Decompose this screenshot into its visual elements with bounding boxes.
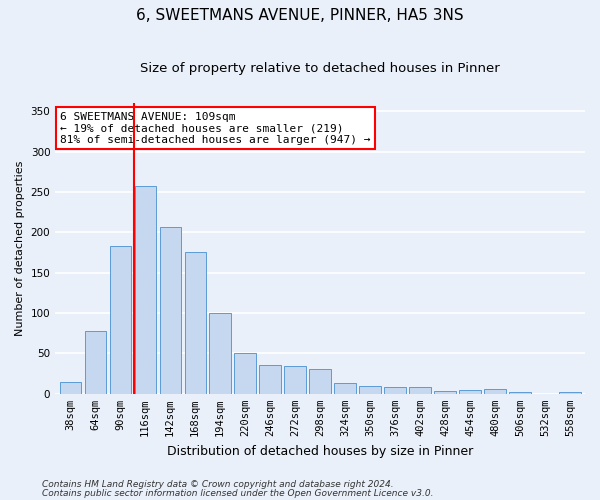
Bar (160, 226, 181, 394)
Bar (409, 388, 431, 394)
Text: 6 SWEETMANS AVENUE: 109sqm
← 19% of detached houses are smaller (219)
81% of sem: 6 SWEETMANS AVENUE: 109sqm ← 19% of deta… (61, 112, 371, 145)
Bar (134, 186, 156, 394)
Text: Contains HM Land Registry data © Crown copyright and database right 2024.: Contains HM Land Registry data © Crown c… (42, 480, 394, 489)
Bar (434, 390, 455, 394)
Bar (484, 389, 506, 394)
Bar (185, 252, 206, 394)
Bar (110, 246, 131, 394)
Bar (85, 331, 106, 394)
Bar (259, 364, 281, 394)
Bar (310, 369, 331, 394)
Bar (235, 354, 256, 394)
Bar (334, 384, 356, 394)
Text: Contains public sector information licensed under the Open Government Licence v3: Contains public sector information licen… (42, 489, 433, 498)
Bar (59, 382, 81, 394)
Bar (209, 313, 231, 394)
Bar (559, 392, 581, 394)
Bar (385, 386, 406, 394)
X-axis label: Distribution of detached houses by size in Pinner: Distribution of detached houses by size … (167, 444, 473, 458)
Bar (460, 390, 481, 394)
Bar (284, 366, 306, 394)
Title: Size of property relative to detached houses in Pinner: Size of property relative to detached ho… (140, 62, 500, 76)
Y-axis label: Number of detached properties: Number of detached properties (15, 160, 25, 336)
Bar (509, 392, 530, 394)
Bar (359, 386, 380, 394)
Text: 6, SWEETMANS AVENUE, PINNER, HA5 3NS: 6, SWEETMANS AVENUE, PINNER, HA5 3NS (136, 8, 464, 22)
